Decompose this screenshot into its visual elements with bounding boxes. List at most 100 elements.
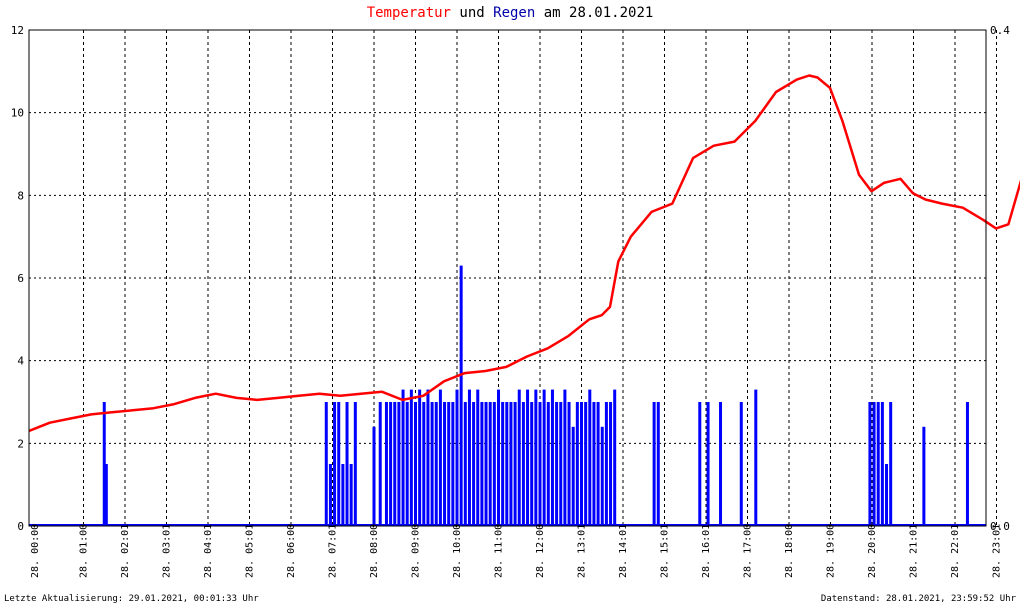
- rain-bar-16: [401, 389, 405, 526]
- rain-bar-38: [492, 402, 496, 526]
- x-tick-21: 28. 21:01: [909, 524, 920, 578]
- x-tick-16: 28. 16:01: [701, 524, 712, 578]
- x-tick-2: 28. 02:01: [120, 524, 131, 578]
- rain-bar-49: [538, 402, 542, 526]
- rain-bar-30: [459, 265, 463, 526]
- x-tick-19: 28. 19:00: [826, 524, 837, 578]
- rain-bar-67: [613, 389, 617, 526]
- rain-bar-15: [397, 402, 401, 526]
- rain-bar-43: [513, 402, 517, 526]
- rain-bar-66: [609, 402, 613, 526]
- footer-last-update: Letzte Aktualisierung: 29.01.2021, 00:01…: [4, 594, 259, 604]
- rain-bar-25: [438, 389, 442, 526]
- plot-frame: [28, 29, 987, 527]
- rain-bar-5: [337, 402, 341, 526]
- rain-bar-7: [345, 402, 349, 526]
- rain-bar-70: [698, 402, 702, 526]
- rain-bar-61: [588, 389, 592, 526]
- x-tick-14: 28. 14:01: [618, 524, 629, 578]
- x-tick-0: 28. 00:00: [30, 524, 41, 578]
- x-tick-9: 28. 09:00: [411, 524, 422, 578]
- x-tick-1: 28. 01:00: [79, 524, 90, 578]
- rain-bar-55: [563, 389, 567, 526]
- x-tick-13: 28. 13:01: [577, 524, 588, 578]
- rain-bar-46: [526, 389, 530, 526]
- x-tick-10: 28. 10:00: [452, 524, 463, 578]
- rain-bar-69: [656, 402, 660, 526]
- y-left-tick-4: 8: [17, 189, 24, 202]
- rain-bar-8: [349, 464, 353, 526]
- rain-bar-20: [418, 389, 422, 526]
- rain-bar-29: [455, 389, 459, 526]
- rain-bar-56: [567, 402, 571, 526]
- rain-bar-54: [559, 402, 563, 526]
- rain-bar-50: [542, 389, 546, 526]
- x-tick-3: 28. 03:01: [162, 524, 173, 578]
- rain-bar-31: [463, 402, 467, 526]
- rain-bar-34: [476, 389, 480, 526]
- rain-bar-41: [505, 402, 509, 526]
- y-right-tick-1: 0.4: [990, 24, 1010, 37]
- x-tick-15: 28. 15:01: [660, 524, 671, 578]
- rain-bar-23: [430, 402, 434, 526]
- rain-bar-48: [534, 389, 538, 526]
- rain-bar-53: [555, 402, 559, 526]
- rain-series: [29, 265, 986, 526]
- rain-bar-36: [484, 402, 488, 526]
- x-tick-22: 28. 22:01: [950, 524, 961, 578]
- rain-bar-68: [652, 402, 656, 526]
- x-axis: 28. 00:00 28. 01:00 28. 02:01 28. 03:01 28. …: [30, 524, 1003, 578]
- rain-bar-14: [393, 402, 397, 526]
- y-left-tick-2: 4: [17, 355, 24, 368]
- rain-bar-52: [550, 389, 554, 526]
- rain-bar-74: [754, 389, 758, 526]
- rain-bar-27: [447, 402, 451, 526]
- rain-bar-72: [719, 402, 723, 526]
- rain-bar-12: [384, 402, 388, 526]
- rain-bar-77: [876, 402, 880, 526]
- rain-bar-17: [405, 402, 409, 526]
- y-axis-left: 0 2 4 6 8 10 12: [11, 24, 25, 533]
- rain-bar-81: [922, 426, 926, 526]
- x-tick-18: 28. 18:00: [784, 524, 795, 578]
- x-tick-12: 28. 12:00: [535, 524, 546, 578]
- rain-bar-33: [472, 402, 476, 526]
- rain-bar-35: [480, 402, 484, 526]
- y-left-tick-0: 0: [17, 520, 24, 533]
- title-date: am 28.01.2021: [535, 5, 654, 21]
- y-left-tick-6: 12: [11, 24, 24, 37]
- x-tick-11: 28. 11:00: [494, 524, 505, 578]
- rain-bar-75: [868, 402, 872, 526]
- y-left-tick-1: 2: [17, 437, 24, 450]
- rain-bar-47: [530, 402, 534, 526]
- title-und: und: [450, 5, 494, 21]
- rain-bar-40: [501, 402, 505, 526]
- y-axis-right: 0.0 0.4: [990, 24, 1010, 533]
- rain-bar-59: [580, 402, 583, 526]
- footer-data-state: Datenstand: 28.01.2021, 23:59:52 Uhr: [820, 594, 1016, 604]
- y-left-tick-5: 10: [11, 107, 24, 120]
- grid: [29, 30, 997, 526]
- rain-bar-32: [467, 389, 471, 526]
- chart-title: Temperatur und Regen am 28.01.2021: [0, 5, 1020, 21]
- rain-bar-26: [443, 402, 447, 526]
- title-temperatur: Temperatur: [366, 5, 451, 21]
- rain-bar-62: [592, 402, 596, 526]
- rain-bar-80: [889, 402, 893, 526]
- rain-bar-57: [571, 426, 575, 526]
- x-tick-7: 28. 07:01: [328, 524, 339, 578]
- x-tick-17: 28. 17:00: [743, 524, 754, 578]
- rain-bar-78: [880, 402, 884, 526]
- rain-bar-39: [497, 389, 500, 526]
- rain-bar-0: [102, 402, 106, 526]
- x-tick-6: 28. 06:00: [286, 524, 297, 578]
- rain-bar-4: [333, 402, 337, 526]
- x-tick-5: 28. 05:01: [245, 524, 256, 578]
- rain-bar-42: [509, 402, 513, 526]
- rain-bar-11: [378, 402, 382, 526]
- rain-bar-18: [409, 389, 413, 526]
- rain-bar-21: [422, 402, 426, 526]
- rain-bar-71: [706, 402, 710, 526]
- rain-bar-73: [739, 402, 743, 526]
- rain-bar-2: [324, 402, 328, 526]
